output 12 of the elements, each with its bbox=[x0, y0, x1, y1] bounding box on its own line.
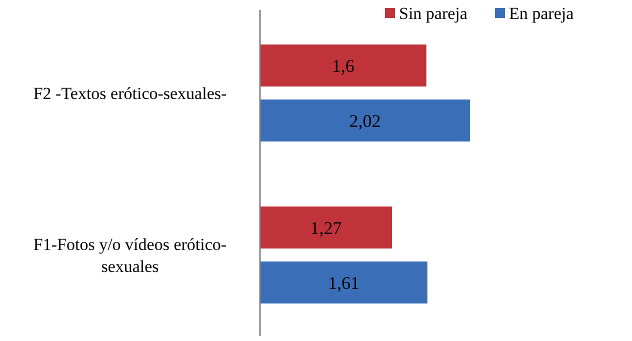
bar bbox=[260, 262, 428, 304]
data-label: 1,6 bbox=[332, 56, 354, 76]
bar bbox=[260, 100, 470, 142]
data-label: 1,27 bbox=[310, 218, 342, 238]
legend-label: En pareja bbox=[509, 4, 574, 23]
y-tick-label: F2 -Textos erótico-sexuales- bbox=[33, 84, 227, 103]
bar bbox=[260, 44, 426, 86]
data-label: 1,61 bbox=[328, 272, 360, 293]
y-tick-label: F1-Fotos y/o vídeos erótico-sexuales bbox=[33, 234, 227, 276]
data-label: 2,02 bbox=[349, 110, 381, 131]
bar bbox=[260, 206, 392, 248]
legend-label: Sin pareja bbox=[399, 4, 468, 23]
